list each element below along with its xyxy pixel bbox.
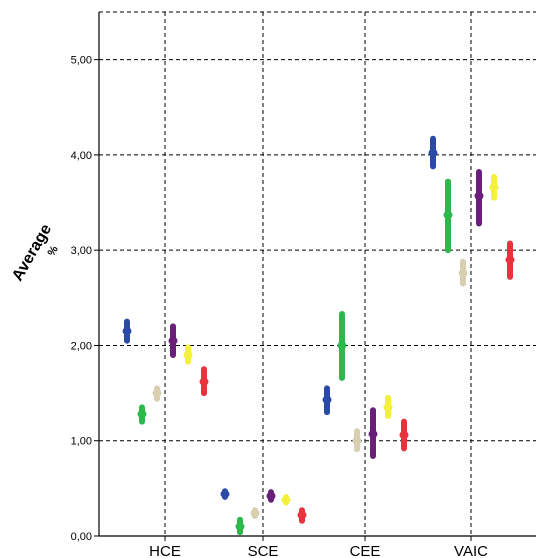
x-category-label: SCE <box>248 543 279 558</box>
error-bar-mark <box>399 418 409 452</box>
mean-marker <box>183 350 193 359</box>
mean-marker <box>399 431 409 440</box>
y-tick-label: 2,00 <box>71 340 92 352</box>
mean-marker <box>443 210 453 219</box>
mean-marker <box>250 509 260 518</box>
error-bar-mark <box>297 507 307 524</box>
mean-marker <box>505 255 515 264</box>
mean-marker <box>281 495 291 504</box>
mean-marker <box>489 183 499 192</box>
error-bar-mark <box>137 404 147 425</box>
mean-marker <box>152 389 162 398</box>
mean-marker <box>337 341 347 350</box>
error-bar-mark <box>199 366 209 397</box>
error-bar-mark <box>152 385 162 402</box>
mean-marker <box>122 327 132 336</box>
axes <box>94 11 536 541</box>
error-bar-mark <box>458 258 468 287</box>
error-bar-mark <box>383 394 393 419</box>
mean-marker <box>428 149 438 158</box>
y-tick-label: 5,00 <box>71 55 92 67</box>
x-category-label: VAIC <box>454 543 488 558</box>
x-category-label: HCE <box>149 543 181 558</box>
mean-marker <box>137 410 147 419</box>
error-bar-mark <box>428 135 438 170</box>
error-bar-mark <box>235 516 245 536</box>
error-bar-mark <box>489 173 499 201</box>
y-tick-label: 3,00 <box>71 245 92 257</box>
error-bar-mark <box>368 407 378 459</box>
error-bar-mark <box>183 344 193 365</box>
mean-marker <box>474 191 484 200</box>
mean-marker <box>168 336 178 345</box>
y-tick-label: 0,00 <box>71 531 92 543</box>
y-tick-labels: 0,00 1,00 2,00 3,00 4,00 5,00 <box>71 55 92 543</box>
mean-marker <box>322 395 332 404</box>
mean-marker <box>235 522 245 531</box>
y-tick-label: 4,00 <box>71 150 92 162</box>
error-bar-mark <box>220 488 230 500</box>
x-category-labels: HCE SCE CEE VAIC <box>149 543 488 558</box>
y-axis-unit: % <box>46 244 61 259</box>
mean-marker <box>266 491 276 500</box>
mean-marker <box>220 490 230 499</box>
grid <box>99 12 536 536</box>
mean-marker <box>368 430 378 439</box>
mean-marker <box>383 403 393 412</box>
mean-marker <box>458 269 468 278</box>
x-category-label: CEE <box>350 543 381 558</box>
error-bar-mark <box>443 178 453 254</box>
error-bar-mark <box>352 428 362 453</box>
error-bar-mark <box>474 169 484 227</box>
mean-marker <box>352 436 362 445</box>
error-bar-mark <box>505 240 515 280</box>
error-bar-mark <box>122 318 132 344</box>
y-axis-title: Average % <box>9 221 61 284</box>
mean-marker <box>297 511 307 520</box>
error-bar-mark <box>322 385 332 416</box>
error-bar-mark <box>337 311 347 381</box>
y-tick-label: 1,00 <box>71 436 92 448</box>
error-bar-mark <box>281 493 291 506</box>
error-bar-mark <box>250 507 260 519</box>
data-marks <box>122 135 515 536</box>
error-bar-mark <box>266 489 276 503</box>
error-bar-mark <box>168 323 178 358</box>
mean-marker <box>199 377 209 386</box>
